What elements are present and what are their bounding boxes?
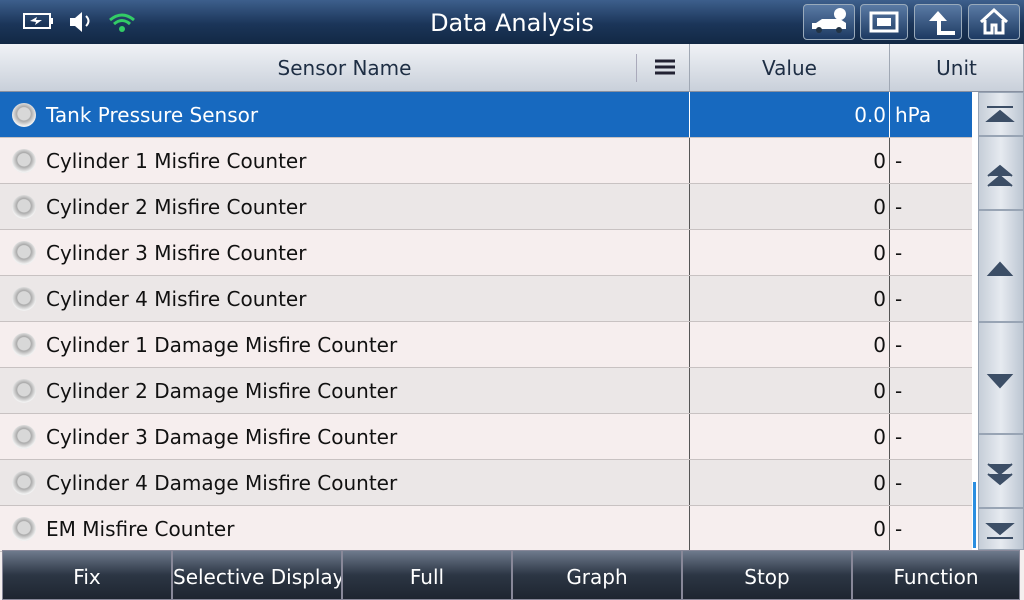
status-icons bbox=[23, 12, 135, 32]
sensor-row[interactable]: Cylinder 2 Damage Misfire Counter 0- bbox=[0, 368, 972, 414]
top-bar: Data Analysis bbox=[0, 0, 1024, 44]
scroll-button[interactable] bbox=[978, 322, 1024, 434]
vehicle-info-button[interactable] bbox=[803, 4, 855, 40]
sensor-value: 0 bbox=[689, 184, 886, 229]
sensor-row[interactable]: Cylinder 3 Misfire Counter 0- bbox=[0, 230, 972, 276]
sensor-value: 0 bbox=[689, 460, 886, 505]
sensor-name: Tank Pressure Sensor bbox=[46, 103, 259, 127]
back-button[interactable] bbox=[914, 4, 962, 40]
sensor-value: 0 bbox=[689, 230, 886, 275]
sensor-unit: - bbox=[889, 506, 972, 551]
column-header: Sensor Name bbox=[0, 44, 690, 92]
column-menu-icon[interactable] bbox=[636, 54, 676, 82]
row-radio[interactable] bbox=[12, 425, 36, 449]
sensor-name: Cylinder 2 Damage Misfire Counter bbox=[46, 379, 398, 403]
row-radio[interactable] bbox=[12, 471, 36, 495]
footer-button[interactable]: Stop bbox=[682, 550, 852, 600]
scroll-button[interactable] bbox=[978, 434, 1024, 508]
row-radio[interactable] bbox=[12, 517, 36, 541]
sensor-row[interactable]: Cylinder 2 Misfire Counter 0- bbox=[0, 184, 972, 230]
sensor-name: Cylinder 4 Misfire Counter bbox=[46, 287, 307, 311]
sensor-row[interactable]: Cylinder 1 Misfire Counter 0- bbox=[0, 138, 972, 184]
sensor-unit: - bbox=[889, 230, 972, 275]
sensor-row[interactable]: Tank Pressure Sensor 0.0 hPa bbox=[0, 92, 972, 138]
scroll-button[interactable] bbox=[978, 508, 1024, 550]
footer-button[interactable]: Full bbox=[342, 550, 512, 600]
sensor-unit: hPa bbox=[889, 92, 972, 137]
row-radio[interactable] bbox=[12, 103, 36, 127]
sensor-name: Cylinder 3 Damage Misfire Counter bbox=[46, 425, 398, 449]
row-radio[interactable] bbox=[12, 287, 36, 311]
sensor-unit: - bbox=[889, 138, 972, 183]
footer-button[interactable]: Selective Display bbox=[172, 550, 342, 600]
sensor-name: EM Misfire Counter bbox=[46, 517, 235, 541]
footer-button[interactable]: Graph bbox=[512, 550, 682, 600]
sensor-unit: - bbox=[889, 368, 972, 413]
column-header: Unit bbox=[890, 44, 1024, 92]
row-radio[interactable] bbox=[12, 241, 36, 265]
sensor-value: 0 bbox=[689, 276, 886, 321]
row-radio[interactable] bbox=[12, 195, 36, 219]
sensor-value: 0.0 bbox=[689, 92, 886, 137]
sensor-name: Cylinder 1 Misfire Counter bbox=[46, 149, 307, 173]
row-radio[interactable] bbox=[12, 379, 36, 403]
row-radio[interactable] bbox=[12, 333, 36, 357]
sensor-unit: - bbox=[889, 184, 972, 229]
footer-button[interactable]: Fix bbox=[2, 550, 172, 600]
sensor-unit: - bbox=[889, 276, 972, 321]
sensor-row[interactable]: Cylinder 3 Damage Misfire Counter 0- bbox=[0, 414, 972, 460]
print-button[interactable] bbox=[860, 4, 908, 40]
sensor-value: 0 bbox=[689, 138, 886, 183]
column-header: Value bbox=[690, 44, 890, 92]
sensor-row[interactable]: Cylinder 4 Misfire Counter 0- bbox=[0, 276, 972, 322]
home-button[interactable] bbox=[968, 4, 1020, 40]
sensor-name: Cylinder 1 Damage Misfire Counter bbox=[46, 333, 398, 357]
scroll-thumb bbox=[973, 482, 976, 548]
sensor-unit: - bbox=[889, 322, 972, 367]
scroll-track bbox=[972, 92, 978, 550]
sensor-row[interactable]: Cylinder 1 Damage Misfire Counter 0- bbox=[0, 322, 972, 368]
sensor-unit: - bbox=[889, 460, 972, 505]
sensor-name: Cylinder 4 Damage Misfire Counter bbox=[46, 471, 398, 495]
sensor-value: 0 bbox=[689, 322, 886, 367]
sensor-name: Cylinder 2 Misfire Counter bbox=[46, 195, 307, 219]
sensor-unit: - bbox=[889, 414, 972, 459]
row-radio[interactable] bbox=[12, 149, 36, 173]
sensor-name: Cylinder 3 Misfire Counter bbox=[46, 241, 307, 265]
sensor-row[interactable]: Cylinder 4 Damage Misfire Counter 0- bbox=[0, 460, 972, 506]
sensor-value: 0 bbox=[689, 368, 886, 413]
screen-title: Data Analysis bbox=[430, 9, 594, 37]
footer-button[interactable]: Function bbox=[852, 550, 1020, 600]
scroll-button[interactable] bbox=[978, 92, 1024, 136]
sensor-value: 0 bbox=[689, 506, 886, 551]
sensor-row[interactable]: EM Misfire Counter 0- bbox=[0, 506, 972, 552]
sensor-value: 0 bbox=[689, 414, 886, 459]
scroll-button[interactable] bbox=[978, 210, 1024, 322]
scroll-button[interactable] bbox=[978, 136, 1024, 210]
